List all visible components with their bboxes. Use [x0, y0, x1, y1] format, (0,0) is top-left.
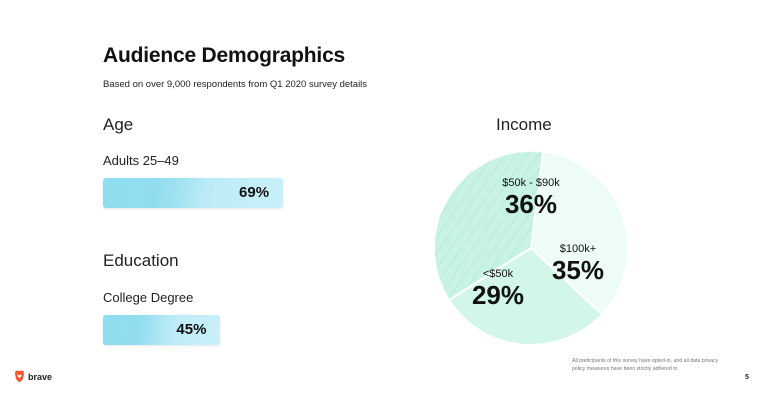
pie-slice-value: 35% — [551, 255, 605, 285]
brave-lion-icon — [15, 370, 24, 383]
page-subtitle: Based on over 9,000 respondents from Q1 … — [103, 79, 368, 90]
pie-label-100k-plus: $100k+ 35% — [544, 243, 612, 285]
education-metric-label: College Degree — [103, 290, 194, 305]
education-bar: 45% — [103, 315, 221, 345]
pie-slice-under-50k — [447, 246, 604, 346]
pie-slice-value: 36% — [504, 189, 558, 219]
age-bar-value: 69% — [239, 184, 270, 201]
age-bar: 69% — [103, 178, 284, 208]
brand-logo: brave — [14, 370, 52, 383]
pie-slice-category: <$50k — [482, 268, 514, 280]
income-heading: Income — [496, 115, 552, 134]
pie-slice-100k-plus — [529, 150, 630, 316]
page-number: 5 — [745, 374, 749, 381]
pie-slice-value: 29% — [471, 280, 525, 310]
education-bar-value: 45% — [176, 321, 207, 338]
age-metric-label: Adults 25–49 — [103, 153, 179, 168]
brand-name: brave — [28, 371, 53, 382]
pie-label-under-50k: <$50k 29% — [466, 268, 530, 310]
pie-slice-category: $50k - $90k — [502, 177, 560, 189]
age-heading: Age — [103, 115, 134, 134]
income-pie-chart: $50k - $90k 36% $100k+ 35% <$50k 29% — [432, 149, 630, 347]
income-pie-svg — [433, 150, 630, 346]
survey-footnote: All participants of this survey have opt… — [572, 358, 719, 372]
page-title: Audience Demographics — [103, 44, 346, 67]
education-heading: Education — [103, 251, 179, 270]
pie-label-50k-90k: $50k - $90k 36% — [482, 177, 580, 219]
pie-slice-category: $100k+ — [559, 243, 597, 255]
pie-slice-hatch — [433, 150, 544, 300]
